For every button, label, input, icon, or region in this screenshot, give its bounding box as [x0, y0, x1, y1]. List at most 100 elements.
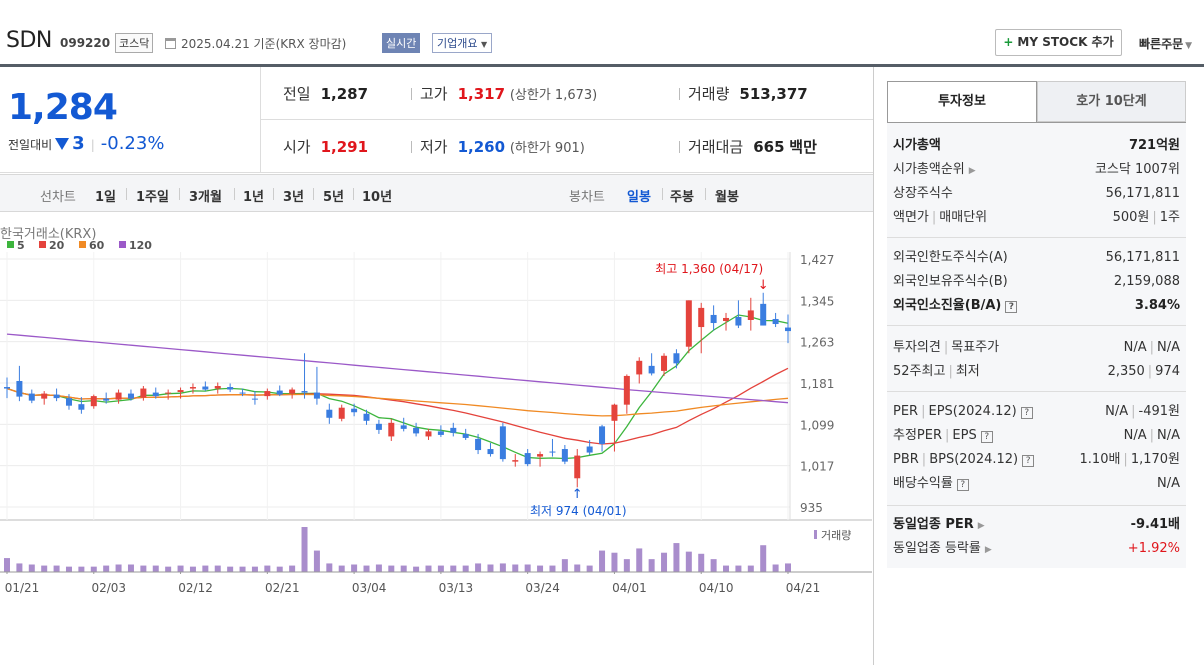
- legend-swatch-5: [7, 241, 14, 248]
- help-icon[interactable]: ?: [1020, 407, 1033, 419]
- volume-bar: [338, 565, 345, 572]
- volume-bar: [524, 564, 531, 572]
- volume-bar: [251, 566, 258, 572]
- x-tick-label: 02/21: [265, 581, 300, 595]
- week52-row: 52주최고 | 최저 2,350 | 974: [893, 364, 1180, 379]
- y-tick-label: 1,099: [800, 418, 834, 432]
- legend-swatch-120: [119, 241, 126, 248]
- period-3y[interactable]: 3년: [283, 190, 305, 205]
- candle-body: [338, 407, 345, 419]
- candle-body: [28, 393, 35, 401]
- help-icon[interactable]: ?: [980, 431, 993, 443]
- foreign-hold-row: 외국인보유주식수(B) 2,159,088: [893, 274, 1180, 289]
- volume-bar: [165, 566, 172, 572]
- candle-body: [227, 387, 234, 390]
- candle-body: [760, 303, 767, 326]
- x-tick-label: 02/03: [91, 581, 126, 595]
- line-chart-label: 선차트: [40, 190, 76, 205]
- period-selector: 선차트 1일 1주일 3개월 1년 3년 5년 10년 봉차트 일봉 주봉 월봉: [0, 174, 874, 212]
- info-rows: 시가총액 721억원 시가총액순위 ▶ 코스닥 1007위 상장주식수 56,171,8…: [887, 122, 1186, 568]
- volume-bar: [425, 565, 432, 572]
- candle-body: [450, 427, 457, 433]
- candle-body: [425, 431, 432, 437]
- candle-body: [698, 307, 705, 328]
- opinion-row: 투자의견 | 목표주가 N/A | N/A: [893, 340, 1180, 355]
- candle-body: [400, 425, 407, 429]
- period-1y[interactable]: 1년: [243, 190, 265, 205]
- ma120-line: [6, 333, 789, 404]
- help-icon[interactable]: ?: [956, 479, 969, 491]
- volume-bar: [475, 563, 482, 572]
- candle-body: [462, 433, 469, 438]
- volume-bar: [388, 565, 395, 572]
- high-price: 고가 1,317 (상한가 1,673): [411, 83, 597, 104]
- period-10y[interactable]: 10년: [362, 190, 393, 205]
- industry-change-row[interactable]: 동일업종 등락률 ▶ +1.92%: [893, 541, 1180, 556]
- low-arrow-icon: ↑: [572, 487, 583, 502]
- chevron-down-icon: ▼: [480, 40, 488, 49]
- quick-order-button[interactable]: 빠른주문 ▼: [1139, 35, 1192, 52]
- candle-weekly[interactable]: 주봉: [670, 190, 694, 205]
- candle-body: [41, 393, 48, 399]
- candle-body: [65, 398, 72, 406]
- x-tick-label: 04/01: [612, 581, 647, 595]
- candle-body: [747, 310, 754, 320]
- change-percent: -0.23%: [100, 133, 165, 154]
- face-value-row: 액면가 | 매매단위 500원 | 1주: [893, 210, 1180, 225]
- candle-body: [599, 426, 606, 444]
- period-1d[interactable]: 1일: [95, 190, 117, 205]
- y-tick-label: 1,181: [800, 377, 834, 391]
- candle-body: [685, 300, 692, 347]
- volume-bar: [65, 566, 72, 572]
- volume-label: 거래량: [821, 529, 851, 542]
- x-tick-label: 01/21: [5, 581, 40, 595]
- tab-hoga-10[interactable]: 호가 10단계: [1037, 81, 1186, 122]
- tab-investment-info[interactable]: 투자정보: [887, 81, 1037, 122]
- candlestick-chart[interactable]: 한국거래소(KRX)5 20 60 120 1,427 1,345 1,263 1,181 1,…: [0, 212, 872, 665]
- candle-monthly[interactable]: 월봉: [715, 190, 739, 205]
- volume-bar: [90, 566, 97, 572]
- volume-bar: [103, 565, 110, 572]
- volume-bar: [313, 550, 320, 572]
- candle-body: [549, 451, 556, 453]
- help-icon[interactable]: ?: [1022, 455, 1035, 467]
- ma60-line: [6, 387, 789, 417]
- per-eps-row: PER | EPS(2024.12)? N/A | -491원: [893, 404, 1180, 419]
- period-5y[interactable]: 5년: [323, 190, 345, 205]
- candle-body: [661, 355, 668, 371]
- pbr-bps-row: PBR | BPS(2024.12)? 1.10배 | 1,170원: [893, 452, 1180, 467]
- company-overview-dropdown[interactable]: 기업개요 ▼: [432, 33, 493, 53]
- stock-chart: 한국거래소(KRX) 5 20 60 120 1,427 1,345 1,263 1,181 1,…: [0, 67, 874, 665]
- legend-label-120: 120: [129, 239, 152, 252]
- candle-body: [388, 422, 395, 437]
- x-tick-label: 04/10: [699, 581, 734, 595]
- volume-bar: [710, 559, 717, 572]
- realtime-button[interactable]: 실시간: [382, 33, 421, 53]
- candle-body: [574, 455, 581, 479]
- y-tick-label: 935: [800, 501, 823, 515]
- period-1w[interactable]: 1주일: [136, 190, 169, 205]
- cap-rank-row[interactable]: 시가총액순위 ▶ 코스닥 1007위: [893, 162, 1180, 177]
- candle-body: [301, 391, 308, 393]
- volume-bar: [499, 563, 506, 572]
- volume-bar: [375, 564, 382, 572]
- volume-bar: [661, 552, 668, 572]
- volume-bar: [276, 566, 283, 572]
- candle-body: [53, 394, 60, 399]
- trade-amount: 거래대금 665 백만: [679, 136, 817, 157]
- period-3m[interactable]: 3개월: [189, 190, 222, 205]
- candle-body: [239, 392, 246, 394]
- chevron-right-icon: ▶: [977, 521, 985, 531]
- ma20-line: [6, 367, 789, 445]
- candle-body: [586, 446, 593, 453]
- candle-body: [313, 392, 320, 399]
- market-badge: 코스닥: [115, 33, 154, 53]
- candle-daily[interactable]: 일봉: [627, 190, 651, 205]
- add-my-stock-button[interactable]: + MY STOCK 추가: [995, 29, 1122, 56]
- industry-per-row[interactable]: 동일업종 PER ▶ -9.41배: [893, 517, 1180, 532]
- help-icon[interactable]: ?: [1005, 301, 1018, 313]
- base-date: 2025.04.21 기준(KRX 장마감): [165, 35, 346, 52]
- est-per-row: 추정PER | EPS? N/A | N/A: [893, 428, 1180, 443]
- x-tick-label: 04/21: [786, 581, 821, 595]
- volume-bar: [636, 548, 643, 572]
